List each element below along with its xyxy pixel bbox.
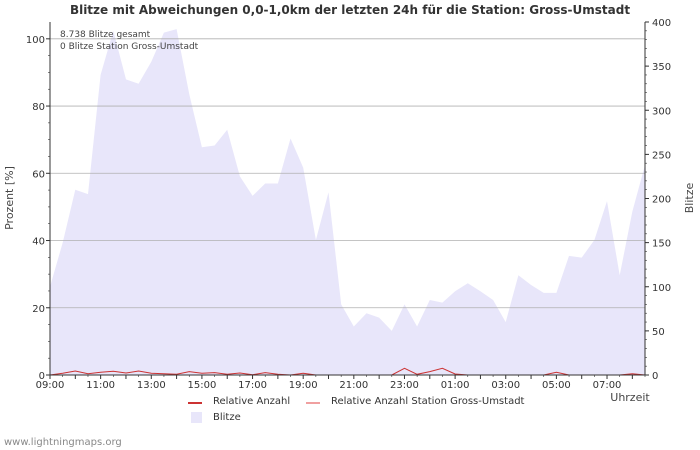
y-axis-label-right: Blitze: [683, 183, 696, 214]
x-tick-label: 17:00: [238, 380, 267, 391]
x-tick-label: 01:00: [441, 380, 470, 391]
x-tick-label: 21:00: [339, 380, 368, 391]
legend-swatch-relative: [188, 402, 202, 404]
y-tick-right: 350: [652, 62, 671, 73]
annotation-total: 8.738 Blitze gesamt: [60, 30, 151, 40]
watermark: www.lightningmaps.org: [4, 437, 122, 448]
x-tick-label: 03:00: [491, 380, 520, 391]
chart-title: Blitze mit Abweichungen 0,0-1,0km der le…: [69, 3, 631, 17]
y-tick-right: 100: [652, 283, 671, 294]
x-tick-label: 23:00: [390, 380, 419, 391]
x-tick-label: 11:00: [86, 380, 115, 391]
y-axis-label-left: Prozent [%]: [3, 166, 16, 230]
y-tick-left: 80: [32, 102, 45, 113]
x-tick-label: 13:00: [137, 380, 166, 391]
y-tick-left: 0: [39, 371, 45, 382]
x-tick-label: 09:00: [36, 380, 65, 391]
y-tick-left: 60: [32, 169, 45, 180]
blitze-area: [50, 29, 645, 375]
x-tick-label: 05:00: [542, 380, 571, 391]
legend-relative: Relative Anzahl: [213, 396, 291, 407]
x-tick-label: 19:00: [289, 380, 318, 391]
y-tick-right: 0: [652, 371, 658, 382]
y-tick-left: 100: [26, 35, 45, 46]
x-tick-label: 07:00: [593, 380, 622, 391]
y-tick-left: 20: [32, 304, 45, 315]
y-tick-left: 40: [32, 237, 45, 248]
legend-blitze: Blitze: [213, 412, 241, 423]
y-tick-right: 300: [652, 106, 671, 117]
y-tick-right: 150: [652, 239, 671, 250]
x-axis-label: Uhrzeit: [610, 391, 650, 404]
x-tick-label: 15:00: [188, 380, 217, 391]
legend-swatch-blitze: [191, 412, 202, 423]
y-tick-right: 250: [652, 150, 671, 161]
annotation-station: 0 Blitze Station Gross-Umstadt: [60, 42, 199, 52]
y-tick-right: 50: [652, 327, 665, 338]
y-tick-right: 400: [652, 18, 671, 29]
legend-station: Relative Anzahl Station Gross-Umstadt: [331, 396, 525, 407]
y-tick-right: 200: [652, 195, 671, 206]
legend-swatch-station: [306, 402, 320, 404]
